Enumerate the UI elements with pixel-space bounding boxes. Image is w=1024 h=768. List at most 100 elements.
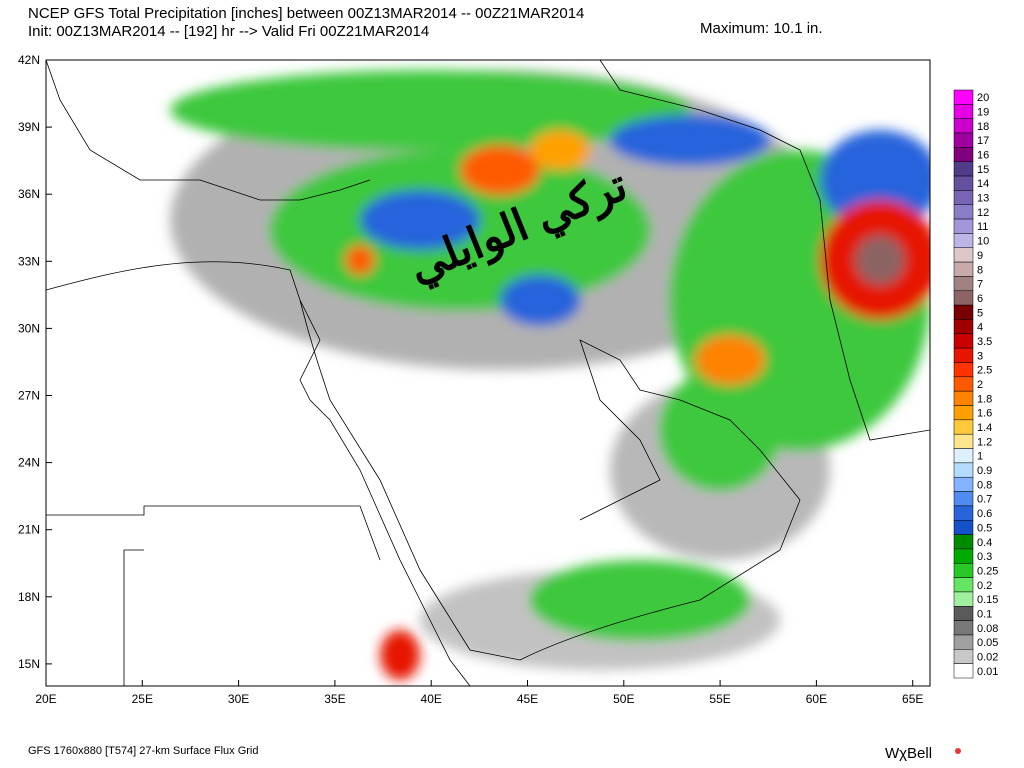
colorbar-swatch [953, 620, 974, 636]
lon-label: 20E [35, 692, 56, 706]
colorbar-swatch [953, 118, 974, 134]
grid-info: GFS 1760x880 [T574] 27-km Surface Flux G… [28, 745, 259, 757]
colorbar-label: 3.5 [977, 336, 992, 348]
lat-label: 27N [18, 389, 40, 403]
colorbar-swatch [953, 534, 974, 550]
colorbar-label: 0.2 [977, 580, 992, 592]
colorbar-swatch [953, 233, 974, 249]
colorbar-label: 1 [977, 451, 983, 463]
colorbar-label: 14 [977, 178, 989, 190]
colorbar-label: 1.8 [977, 393, 992, 405]
colorbar-label: 8 [977, 264, 983, 276]
colorbar-label: 2.5 [977, 365, 992, 377]
colorbar-label: 13 [977, 193, 989, 205]
colorbar-label: 0.4 [977, 537, 992, 549]
lon-label: 35E [324, 692, 345, 706]
colorbar-label: 2 [977, 379, 983, 391]
colorbar-label: 11 [977, 221, 988, 233]
colorbar-swatch [953, 104, 974, 119]
lon-label: 40E [421, 692, 442, 706]
colorbar-swatch [953, 147, 974, 162]
colorbar-swatch [953, 419, 974, 435]
colorbar-label: 0.08 [977, 623, 998, 635]
colorbar-label: 0.7 [977, 494, 992, 506]
subtitle: Init: 00Z13MAR2014 -- [192] hr --> Valid… [28, 23, 429, 40]
colorbar-label: 0.6 [977, 508, 992, 520]
lon-label: 65E [902, 692, 923, 706]
colorbar-label: 10 [977, 236, 989, 248]
colorbar-label: 0.1 [977, 608, 992, 620]
lon-label: 30E [228, 692, 249, 706]
lon-label: 50E [613, 692, 634, 706]
colorbar-swatch [953, 649, 974, 664]
colorbar-swatch [953, 261, 974, 277]
colorbar-label: 0.01 [977, 666, 998, 678]
colorbar-swatch [953, 175, 974, 191]
maximum: Maximum: 10.1 in. [700, 20, 823, 37]
colorbar-swatch [953, 548, 974, 564]
lat-label: 33N [18, 254, 40, 268]
colorbar-swatch [953, 462, 974, 478]
map-frame [45, 59, 931, 687]
colorbar-label: 0.25 [977, 565, 998, 577]
colorbar-label: 15 [977, 164, 989, 176]
colorbar-label: 17 [977, 135, 989, 147]
colorbar-swatch [953, 505, 974, 521]
colorbar-label: 5 [977, 307, 983, 319]
colorbar-swatch [953, 606, 974, 621]
colorbar-label: 0.3 [977, 551, 992, 563]
colorbar-label: 0.15 [977, 594, 998, 606]
precip-field [46, 60, 930, 686]
colorbar-swatch [953, 218, 974, 234]
colorbar-swatch [953, 405, 974, 421]
colorbar-label: 1.6 [977, 408, 992, 420]
colorbar-label: 1.4 [977, 422, 992, 434]
colorbar-label: 18 [977, 121, 989, 133]
lat-label: 21N [18, 523, 40, 537]
colorbar-swatch [953, 276, 974, 292]
colorbar-label: 0.9 [977, 465, 992, 477]
lat-label: 36N [18, 187, 40, 201]
lat-label: 24N [18, 456, 40, 470]
title: NCEP GFS Total Precipitation [inches] be… [28, 5, 584, 22]
colorbar-label: 1.2 [977, 436, 992, 448]
colorbar-label: 20 [977, 92, 989, 104]
lon-label: 25E [132, 692, 153, 706]
colorbar-swatch [953, 247, 974, 263]
colorbar-label: 7 [977, 279, 983, 291]
colorbar-swatch [953, 161, 974, 177]
lat-label: 42N [18, 53, 40, 67]
colorbar-label: 16 [977, 150, 989, 162]
colorbar-swatch [953, 491, 974, 507]
colorbar-label: 0.5 [977, 522, 992, 534]
lat-label: 15N [18, 657, 40, 671]
colorbar-swatch [953, 362, 974, 378]
colorbar-label: 6 [977, 293, 983, 305]
colorbar-label: 0.02 [977, 651, 998, 663]
colorbar-label: 9 [977, 250, 983, 262]
colorbar-swatch [953, 519, 974, 535]
colorbar-swatch [953, 333, 974, 349]
colorbar-swatch [953, 304, 974, 320]
colorbar-swatch [953, 319, 974, 335]
colorbar-swatch [953, 290, 974, 306]
colorbar-swatch [953, 347, 974, 363]
colorbar-swatch [953, 89, 974, 105]
lon-label: 45E [517, 692, 538, 706]
colorbar-swatch [953, 591, 974, 607]
colorbar-swatch [953, 433, 974, 449]
colorbar-swatch [953, 448, 974, 464]
colorbar-swatch [953, 663, 974, 679]
colorbar-swatch [953, 190, 974, 205]
colorbar-swatch [953, 132, 974, 148]
lon-label: 55E [709, 692, 730, 706]
logo-dot [955, 748, 961, 754]
lat-label: 18N [18, 590, 40, 604]
colorbar-swatch [953, 476, 974, 492]
lat-label: 39N [18, 120, 40, 134]
colorbar-label: 3 [977, 350, 983, 362]
colorbar-swatch [953, 376, 974, 392]
colorbar-swatch [953, 577, 974, 593]
colorbar-swatch [953, 563, 974, 578]
